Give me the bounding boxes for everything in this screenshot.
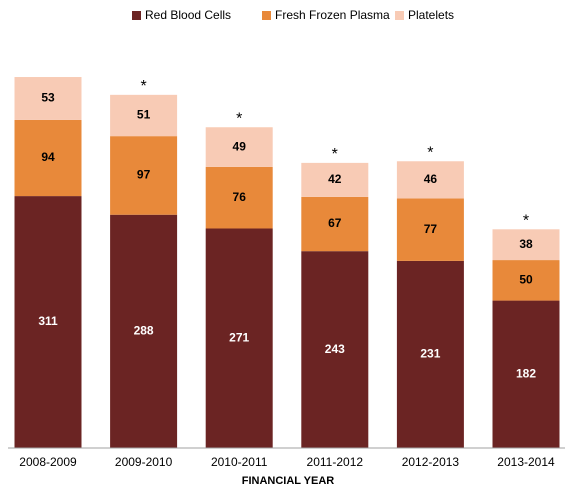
annotation: * (427, 144, 433, 161)
x-tick-label: 2013-2014 (497, 455, 555, 469)
legend-swatch (395, 11, 404, 20)
legend-swatch (132, 11, 141, 20)
data-label: 67 (328, 216, 342, 230)
annotation: * (236, 110, 242, 127)
bar-segment (205, 228, 273, 448)
data-label: 182 (516, 366, 536, 380)
legend-label: Red Blood Cells (145, 8, 231, 22)
bar-segment (301, 251, 369, 448)
bar-segment (110, 94, 178, 137)
x-tick-label: 2011-2012 (307, 455, 364, 469)
data-label: 311 (38, 314, 58, 328)
x-tick-label: 2009-2010 (115, 455, 173, 469)
annotation: * (140, 78, 146, 95)
bar-segment (396, 161, 464, 199)
data-label: 231 (420, 347, 440, 361)
x-tick-label: 2010-2011 (211, 455, 268, 469)
data-label: 77 (424, 222, 438, 236)
legend-swatch (262, 11, 271, 20)
data-label: 42 (328, 172, 342, 186)
data-label: 53 (41, 91, 55, 105)
data-label: 50 (519, 273, 533, 287)
bar-segment (492, 300, 560, 448)
bar-segment (205, 127, 273, 167)
data-label: 76 (233, 190, 247, 204)
data-label: 288 (134, 324, 154, 338)
bar-segment (396, 260, 464, 448)
data-label: 38 (519, 237, 533, 251)
bar-segment (110, 136, 178, 215)
legend-label: Fresh Frozen Plasma (275, 8, 390, 22)
bar-segment (492, 229, 560, 261)
annotation: * (332, 146, 338, 163)
annotation: * (523, 213, 529, 230)
bar-segment (396, 198, 464, 261)
x-tick-label: 2008-2009 (19, 455, 77, 469)
bar-segment (301, 162, 369, 197)
bar-segment (14, 77, 82, 120)
data-label: 51 (137, 108, 151, 122)
bar-segment (14, 196, 82, 448)
legend-label: Platelets (408, 8, 454, 22)
data-label: 94 (41, 150, 55, 164)
data-label: 97 (137, 168, 151, 182)
bar-segment (205, 166, 273, 229)
x-tick-label: 2012-2013 (402, 455, 460, 469)
data-label: 271 (229, 330, 249, 344)
data-label: 243 (325, 342, 345, 356)
bar-segment (14, 119, 82, 197)
x-axis-title: FINANCIAL YEAR (242, 475, 335, 487)
bar-segment (110, 214, 178, 448)
bar-segment (301, 196, 369, 252)
data-label: 49 (233, 139, 247, 153)
data-label: 46 (424, 172, 438, 186)
bar-segment (492, 260, 560, 301)
